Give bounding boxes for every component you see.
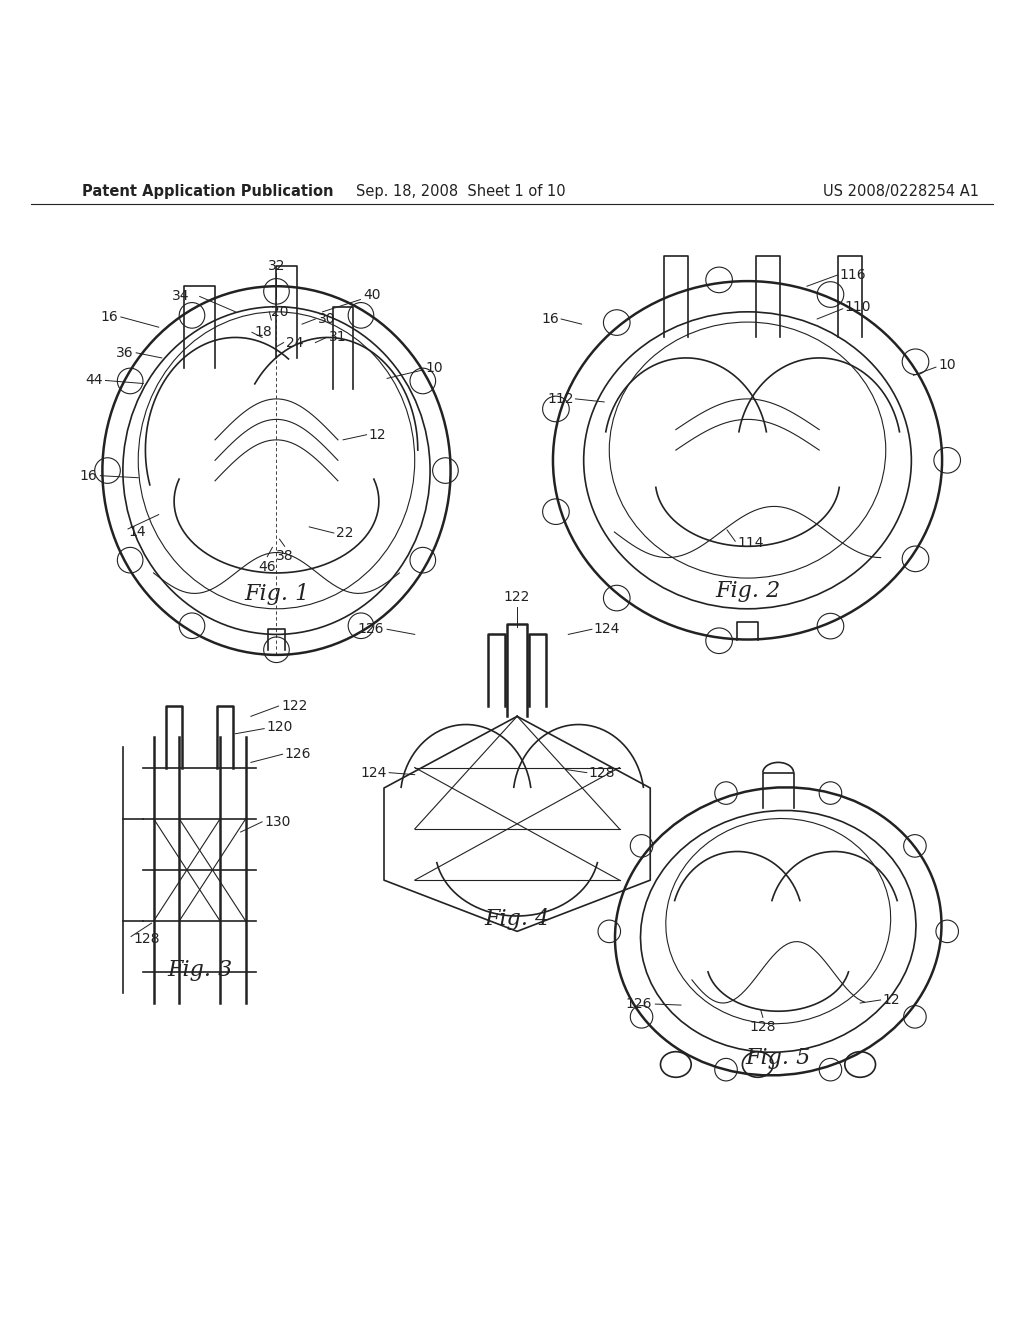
Text: 44: 44 xyxy=(85,374,102,388)
Text: 34: 34 xyxy=(172,289,189,304)
Text: 112: 112 xyxy=(547,392,573,405)
Text: 122: 122 xyxy=(282,700,308,713)
Text: 18: 18 xyxy=(254,325,271,339)
Text: 124: 124 xyxy=(594,622,621,636)
Text: 32: 32 xyxy=(267,259,286,273)
Text: 128: 128 xyxy=(750,1020,776,1035)
Text: 128: 128 xyxy=(589,766,615,780)
Text: Fig. 5: Fig. 5 xyxy=(745,1047,811,1069)
Text: 46: 46 xyxy=(258,560,276,574)
Text: 22: 22 xyxy=(336,527,353,540)
Text: 14: 14 xyxy=(128,525,145,539)
Text: 122: 122 xyxy=(504,590,530,603)
Text: 40: 40 xyxy=(364,289,381,302)
Text: US 2008/0228254 A1: US 2008/0228254 A1 xyxy=(823,183,979,198)
Text: 30: 30 xyxy=(317,312,335,326)
Text: 10: 10 xyxy=(425,362,442,375)
Text: 116: 116 xyxy=(840,268,866,282)
Text: 38: 38 xyxy=(275,549,294,564)
Text: Fig. 2: Fig. 2 xyxy=(715,579,780,602)
Text: 10: 10 xyxy=(938,358,955,372)
Text: Fig. 4: Fig. 4 xyxy=(484,908,550,929)
Text: Patent Application Publication: Patent Application Publication xyxy=(82,183,334,198)
Text: 110: 110 xyxy=(845,300,871,314)
Text: 20: 20 xyxy=(271,305,289,319)
Text: 120: 120 xyxy=(266,719,293,734)
Text: 16: 16 xyxy=(80,469,97,483)
Text: 126: 126 xyxy=(285,747,311,762)
Text: 16: 16 xyxy=(542,312,559,326)
Text: 126: 126 xyxy=(357,622,384,636)
Text: 16: 16 xyxy=(100,310,118,323)
Text: 36: 36 xyxy=(116,346,133,360)
Text: Sep. 18, 2008  Sheet 1 of 10: Sep. 18, 2008 Sheet 1 of 10 xyxy=(356,183,565,198)
Text: 124: 124 xyxy=(360,766,387,780)
Text: 126: 126 xyxy=(626,997,652,1011)
Text: 24: 24 xyxy=(286,335,303,350)
Text: 12: 12 xyxy=(369,428,386,442)
Text: 130: 130 xyxy=(264,814,291,829)
Text: Fig. 1: Fig. 1 xyxy=(244,583,309,605)
Text: Fig. 3: Fig. 3 xyxy=(167,960,232,981)
Text: 128: 128 xyxy=(133,932,160,945)
Text: 114: 114 xyxy=(737,536,764,550)
Text: 12: 12 xyxy=(883,993,900,1007)
Text: 31: 31 xyxy=(329,330,346,345)
